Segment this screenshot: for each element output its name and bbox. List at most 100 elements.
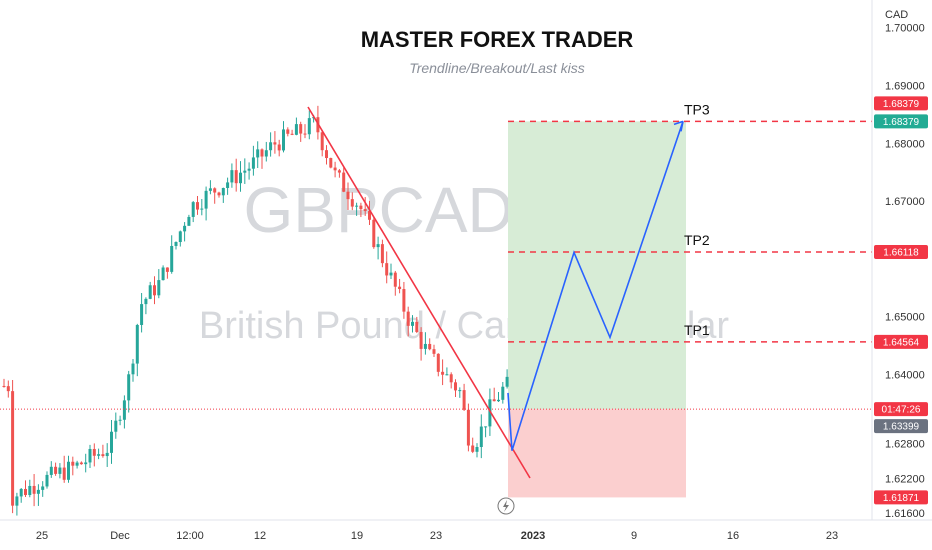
candle-body — [239, 172, 242, 184]
candle-body — [368, 211, 371, 220]
candle-body — [178, 231, 182, 243]
x-tick-label: Dec — [110, 530, 130, 542]
x-tick-label: 2023 — [521, 530, 545, 542]
candle-body — [88, 448, 92, 463]
candle-body — [497, 399, 500, 402]
badge-entry-bg — [874, 419, 928, 434]
candle-body — [32, 485, 36, 494]
candle-body — [492, 399, 496, 402]
candle-body — [84, 462, 88, 465]
candle-body — [462, 390, 466, 410]
candle-body — [458, 390, 462, 392]
candle-body — [36, 489, 40, 494]
badge-tp1-text: 1.64564 — [883, 337, 920, 348]
candle-body — [350, 199, 354, 207]
candle-body — [54, 466, 58, 474]
candle-body — [346, 191, 350, 200]
candle-body — [191, 202, 195, 217]
candle-body — [307, 118, 311, 135]
y-tick-label: 1.64000 — [885, 369, 925, 381]
candle-body — [234, 170, 238, 184]
candle-body — [471, 445, 475, 452]
candle-body — [376, 244, 380, 248]
level-label-tp2: TP2 — [684, 232, 710, 248]
y-tick-label: 1.67000 — [885, 196, 925, 208]
candle-body — [329, 158, 333, 168]
candle-body — [299, 124, 303, 134]
candle-body — [475, 447, 479, 452]
candle-body — [213, 188, 217, 193]
badge-tp1-bg — [874, 334, 928, 349]
candle-body — [432, 349, 436, 354]
candle-body — [157, 280, 161, 296]
candle-body — [174, 242, 178, 246]
candle-body — [359, 205, 363, 210]
candle-body — [466, 409, 470, 446]
candle-body — [260, 149, 264, 157]
x-tick-label: 12 — [254, 530, 266, 542]
candle-body — [273, 142, 277, 145]
candle-body — [505, 376, 509, 387]
candle-body — [92, 448, 96, 456]
x-tick-label: 19 — [351, 530, 363, 542]
candle-body — [135, 324, 139, 364]
y-tick-label: 1.65000 — [885, 312, 925, 324]
candle-body — [165, 267, 169, 272]
x-tick-label: 16 — [727, 530, 739, 542]
candle-body — [118, 419, 122, 421]
candle-body — [406, 311, 410, 326]
x-tick-label: 25 — [36, 530, 48, 542]
candle-body — [389, 272, 393, 276]
candle-body — [105, 452, 109, 457]
lightning-icon[interactable] — [497, 497, 515, 515]
candle-body — [441, 371, 445, 375]
badge-tp3-red-text: 1.68379 — [883, 99, 920, 110]
candle-body — [247, 168, 251, 171]
candle-body — [402, 289, 406, 312]
candle-body — [290, 133, 294, 135]
badge-tp3-green-bg — [874, 114, 928, 129]
candle-body — [479, 426, 483, 448]
candle-body — [325, 150, 328, 159]
candle-body — [153, 285, 156, 296]
candle-body — [58, 467, 62, 474]
candle-body — [204, 190, 208, 209]
candle-body — [320, 132, 324, 151]
profit-zone — [508, 121, 686, 410]
chart-subtitle: Trendline/Breakout/Last kiss — [409, 60, 585, 76]
candle-body — [385, 263, 389, 276]
candle-body — [282, 129, 285, 151]
y-tick-label: 1.70000 — [885, 23, 925, 35]
projected-path — [507, 121, 684, 451]
candle-body — [454, 382, 457, 391]
candle-body — [67, 461, 70, 480]
candle-body — [428, 343, 432, 350]
candle-body — [62, 467, 66, 480]
candle-body — [337, 170, 341, 173]
candle-body — [11, 391, 15, 506]
candle-body — [97, 454, 101, 456]
candle-body — [303, 133, 307, 135]
candle-body — [101, 454, 105, 457]
badge-tp3-green-text: 1.68379 — [883, 117, 920, 128]
candle-body — [243, 170, 247, 173]
candle-body — [15, 496, 19, 506]
candles-group — [2, 105, 509, 516]
candle-body — [286, 129, 290, 134]
candle-body — [363, 209, 367, 212]
level-label-tp3: TP3 — [684, 101, 710, 117]
candle-body — [256, 149, 260, 158]
candle-body — [415, 321, 419, 332]
candle-body — [488, 399, 492, 427]
candle-body — [140, 304, 144, 325]
y-tick-label: 1.69000 — [885, 81, 925, 93]
x-tick-label: 9 — [631, 530, 637, 542]
candle-body — [148, 285, 152, 299]
candle-body — [501, 386, 505, 400]
candle-body — [449, 374, 453, 383]
candle-body — [122, 400, 126, 420]
candle-body — [221, 187, 225, 196]
candle-body — [355, 205, 359, 207]
candle-body — [294, 124, 298, 135]
